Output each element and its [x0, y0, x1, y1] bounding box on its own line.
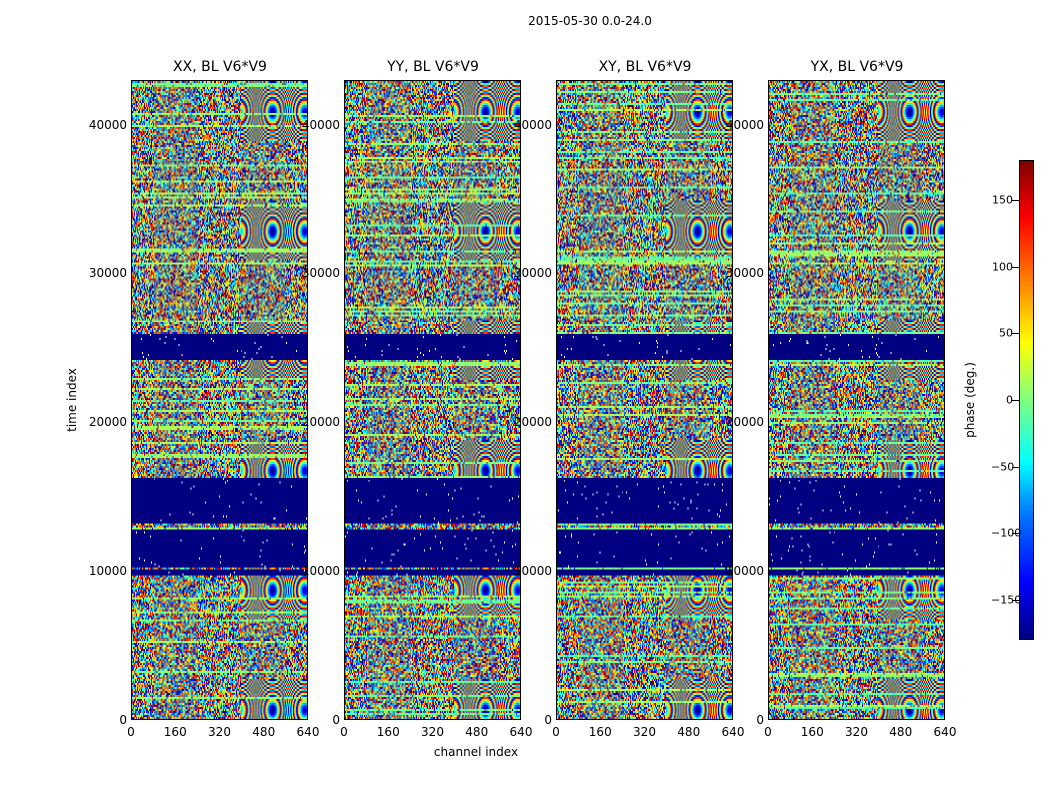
x-axis-label: channel index: [433, 745, 519, 759]
colorbar-tick-label: 0: [1006, 393, 1013, 407]
panel-title-xx: XX, BL V6*V9: [173, 59, 267, 75]
colorbar-tick-label: −50: [991, 460, 1015, 474]
heatmap-canvas-yy: [345, 81, 520, 719]
colorbar-tick-label: −150: [991, 593, 1022, 607]
figure-title: 2015-05-30 0.0-24.0: [528, 14, 652, 28]
colorbar-tick-mark: [1012, 200, 1019, 201]
x-tick-label: 320: [633, 725, 656, 739]
panel-title-yx: YX, BL V6*V9: [810, 59, 904, 75]
heatmap-canvas-xy: [557, 81, 732, 719]
colorbar-tick-label: 50: [999, 326, 1013, 340]
x-tick-label: 640: [509, 725, 533, 739]
x-tick-label: 320: [208, 725, 231, 739]
heatmap-canvas-yx: [769, 81, 944, 719]
y-tick-label: 30000: [88, 266, 127, 281]
colorbar-tick-label: 100: [992, 260, 1013, 274]
heatmap-panel-yx: [768, 80, 945, 720]
colorbar-tick-label: −100: [991, 526, 1022, 540]
y-tick-label: 10000: [725, 564, 764, 579]
x-tick-label: 320: [421, 725, 444, 739]
y-tick-label: 40000: [88, 117, 127, 132]
y-tick-label: 40000: [725, 117, 764, 132]
y-tick-label: 0: [756, 713, 764, 727]
x-tick-label: 0: [127, 725, 135, 739]
colorbar: [1019, 160, 1034, 640]
heatmap-panel-xy: [556, 80, 733, 720]
x-tick-label: 160: [588, 725, 612, 739]
y-tick-label: 0: [544, 713, 552, 727]
x-tick-label: 0: [764, 725, 772, 739]
x-tick-label: 480: [889, 725, 913, 739]
panel-title-yy: YY, BL V6*V9: [387, 59, 479, 75]
heatmap-canvas-xx: [132, 81, 307, 719]
colorbar-tick-mark: [1012, 266, 1019, 268]
y-tick-label: 40000: [301, 117, 340, 132]
colorbar-tick-mark: [1012, 466, 1019, 468]
heatmap-panel-xx: [131, 80, 308, 720]
y-tick-label: 30000: [725, 266, 764, 281]
heatmap-panel-yy: [344, 80, 521, 720]
y-tick-label: 20000: [513, 415, 552, 430]
x-tick-label: 160: [800, 725, 824, 739]
x-tick-label: 0: [340, 725, 348, 739]
y-tick-label: 30000: [301, 266, 340, 281]
y-tick-label: 10000: [513, 564, 552, 579]
y-tick-label: 10000: [301, 564, 340, 579]
x-tick-label: 640: [933, 725, 957, 739]
colorbar-label: phase (deg.): [963, 362, 977, 438]
y-tick-label: 20000: [88, 415, 127, 430]
x-tick-label: 480: [252, 725, 276, 739]
y-tick-label: 0: [119, 713, 127, 727]
x-tick-label: 480: [465, 725, 489, 739]
panel-title-xy: XY, BL V6*V9: [598, 59, 692, 75]
x-tick-label: 480: [677, 725, 701, 739]
colorbar-tick-mark: [1012, 333, 1019, 335]
x-tick-label: 0: [552, 725, 560, 739]
x-tick-label: 640: [296, 725, 320, 739]
y-tick-label: 30000: [513, 266, 552, 281]
x-tick-label: 160: [163, 725, 187, 739]
y-tick-label: 20000: [725, 415, 764, 430]
colorbar-tick-label: 150: [992, 193, 1013, 207]
colorbar-tick-mark: [1012, 400, 1019, 401]
colorbar-tick-mark: [1012, 533, 1019, 535]
x-tick-label: 320: [845, 725, 868, 739]
y-tick-label: 10000: [88, 564, 127, 579]
y-tick-label: 40000: [513, 117, 552, 132]
colorbar-tick-mark: [1012, 600, 1019, 601]
y-tick-label: 20000: [301, 415, 340, 430]
x-tick-label: 640: [721, 725, 745, 739]
x-tick-label: 160: [376, 725, 400, 739]
y-tick-label: 0: [332, 713, 340, 727]
